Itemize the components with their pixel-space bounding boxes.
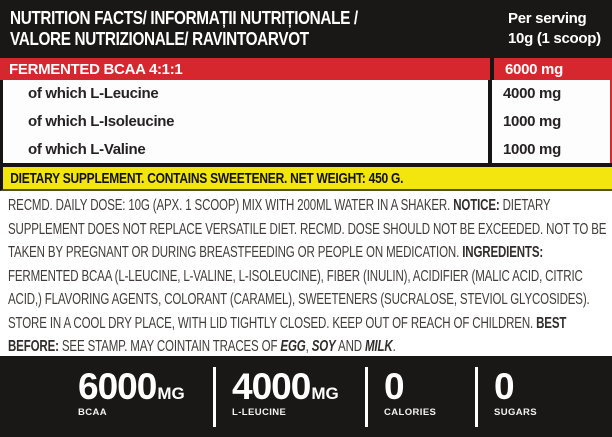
stat-sugars-number: 0 [494, 366, 612, 407]
footer-divider [365, 367, 368, 427]
row-value-fermented-bcaa: 6000 mg [490, 58, 612, 80]
stat-label: L-LEUCINE [232, 407, 287, 418]
supplement-banner-text: DIETARY SUPPLEMENT. CONTAINS SWEETENER. … [10, 169, 404, 187]
description-text: RECMD. DAILY DOSE: 10G (APX. 1 SCOOP) MI… [8, 194, 612, 356]
stat-value: 0 [384, 366, 405, 407]
serving-info-line2: 10g (1 scoop) [508, 30, 601, 47]
description-segment: RECMD. DAILY DOSE: 10G (APX. 1 SCOOP) MI… [8, 197, 454, 214]
stat-bcaa-number: 6000 MG [78, 366, 213, 407]
description-segment: AND [335, 338, 365, 355]
stat-unit: MG [157, 384, 185, 403]
stat-calories-number: 0 [384, 366, 475, 407]
stat-value: 6000 [78, 366, 157, 407]
row-value-leucine: 4000 mg [488, 80, 610, 108]
row-label-valine: of which L-Valine [28, 140, 146, 158]
footer-divider [475, 367, 478, 427]
header-title-line2: VALORE NUTRIZIONALE/ RAVINTOARVOT [10, 29, 309, 49]
header: NUTRITION FACTS/ INFORMAȚII NUTRIȚIONALE… [0, 0, 612, 58]
serving-info: Per serving 10g (1 scoop) [508, 8, 612, 58]
description-segment: MILK [364, 338, 393, 355]
description-segment: EGG [280, 338, 306, 355]
stat-label: CALORIES [384, 407, 437, 418]
row-label-isoleucine: of which L-Isoleucine [28, 113, 175, 130]
stat-unit: MG [311, 384, 339, 403]
stat-leucine: 4000 MG L-LEUCINE [216, 356, 365, 437]
separator-bar [0, 163, 612, 167]
stat-calories: 0 CALORIES [368, 356, 475, 437]
footer-divider [213, 367, 216, 427]
supplement-banner: DIETARY SUPPLEMENT. CONTAINS SWEETENER. … [0, 167, 612, 191]
table-row-main: FERMENTED BCAA 4:1:1 6000 mg [0, 58, 612, 80]
row-label-leucine: of which L-Leucine [28, 85, 159, 103]
stat-sugars: 0 SUGARS [478, 356, 612, 437]
stat-label: BCAA [78, 407, 108, 418]
table-body: of which L-Leucine 4000 mg of which L-Is… [0, 80, 612, 164]
description-segment: , [305, 338, 312, 355]
stat-label: SUGARS [494, 407, 538, 418]
description-segment: . [392, 338, 396, 355]
row-label-fermented-bcaa: FERMENTED BCAA 4:1:1 [9, 60, 183, 78]
table-row: of which L-Leucine 4000 mg [3, 80, 610, 108]
header-title-line1: NUTRITION FACTS/ INFORMAȚII NUTRIȚIONALE… [10, 8, 358, 28]
stat-bcaa: 6000 MG BCAA [0, 356, 213, 437]
description-segment: FERMENTED BCAA (L-LEUCINE, L-VALINE, L-I… [8, 267, 590, 332]
stat-leucine-number: 4000 MG [232, 366, 365, 407]
description-segment: SOY [311, 338, 336, 355]
serving-info-line1: Per serving [508, 10, 587, 27]
stat-value: 0 [494, 366, 515, 407]
description-segment: BEST BEFORE: [8, 314, 567, 356]
row-value-isoleucine: 1000 mg [488, 107, 610, 136]
description-segment: NOTICE: [453, 197, 500, 214]
header-title: NUTRITION FACTS/ INFORMAȚII NUTRIȚIONALE… [10, 8, 433, 58]
footer-stats: 6000 MG BCAA 4000 MG L-LEUCINE 0 CALORIE… [0, 356, 612, 437]
description-segment: INGREDIENTS: [462, 244, 544, 261]
stat-value: 4000 [232, 366, 311, 407]
table-row: of which L-Isoleucine 1000 mg [3, 107, 610, 136]
row-value-valine: 1000 mg [488, 135, 610, 164]
description: RECMD. DAILY DOSE: 10G (APX. 1 SCOOP) MI… [0, 191, 612, 356]
table-row: of which L-Valine 1000 mg [3, 135, 610, 164]
description-segment: DIETARY SUPPLEMENT DOES NOT REPLACE VERS… [8, 197, 607, 261]
description-segment: SEE STAMP. MAY COINTAIN TRACES OF [58, 338, 281, 355]
